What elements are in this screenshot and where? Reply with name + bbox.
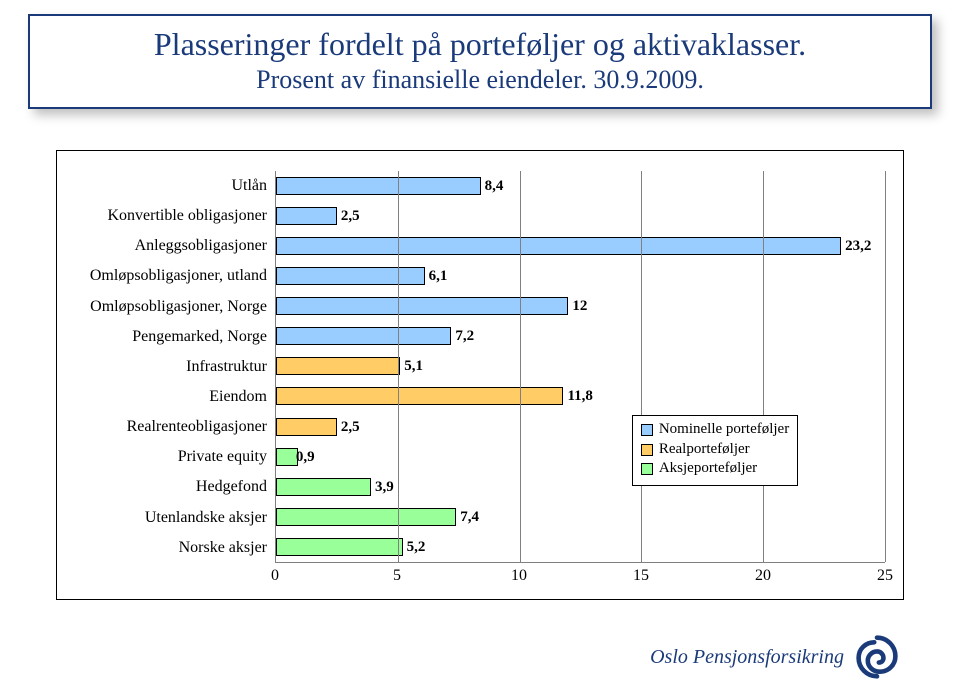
bar-value-label: 23,2	[845, 236, 871, 256]
bar-value-label: 11,8	[567, 386, 592, 406]
category-label: Utenlandske aksjer	[75, 510, 267, 526]
bar-row: 2,5	[276, 206, 885, 226]
category-label: Konvertible obligasjoner	[75, 208, 267, 224]
grid-line	[885, 171, 886, 562]
title-sub: Prosent av finansielle eiendeler. 30.9.2…	[42, 65, 918, 95]
title-box: Plasseringer fordelt på porteføljer og a…	[28, 14, 932, 109]
bar	[276, 237, 841, 255]
bar	[276, 177, 481, 195]
chart-frame: Utlån Konvertible obligasjoner Anleggsobli…	[56, 150, 904, 600]
x-tick-label: 25	[877, 567, 893, 585]
plot-wrap: 8,4 2,5 23,2 6,1 12 7,2 5,1 11,8 2,5 0,9 3,9 7,4 5,2…	[275, 171, 885, 585]
bar-row: 5,1	[276, 356, 885, 376]
bar	[276, 327, 451, 345]
category-label: Eiendom	[75, 389, 267, 405]
x-tick-label: 20	[755, 567, 771, 585]
x-tick-label: 10	[511, 567, 527, 585]
category-label: Infrastruktur	[75, 359, 267, 375]
category-label: Utlån	[75, 178, 267, 194]
category-label: Pengemarked, Norge	[75, 329, 267, 345]
bar-value-label: 7,2	[455, 326, 474, 346]
bar-value-label: 7,4	[460, 507, 479, 527]
legend-swatch	[641, 424, 653, 436]
category-label: Anleggsobligasjoner	[75, 238, 267, 254]
grid-line	[763, 171, 764, 562]
y-axis-labels: Utlån Konvertible obligasjoner Anleggsobli…	[75, 171, 275, 585]
bar-value-label: 5,1	[404, 356, 423, 376]
bar	[276, 508, 456, 526]
bar-row: 7,4	[276, 507, 885, 527]
bar	[276, 357, 400, 375]
x-axis-ticks: 0510152025	[275, 565, 885, 585]
x-tick-label: 0	[271, 567, 279, 585]
plot-area: 8,4 2,5 23,2 6,1 12 7,2 5,1 11,8 2,5 0,9 3,9 7,4 5,2	[275, 171, 885, 563]
category-label: Omløpsobligasjoner, Norge	[75, 299, 267, 315]
legend-label: Realporteføljer	[659, 440, 750, 460]
legend-label: Aksjeporteføljer	[659, 459, 757, 479]
chart-inner: Utlån Konvertible obligasjoner Anleggsobli…	[75, 171, 885, 585]
bar-row: 12	[276, 296, 885, 316]
bar	[276, 267, 425, 285]
legend-item: Nominelle porteføljer	[641, 420, 789, 440]
legend-item: Realporteføljer	[641, 440, 789, 460]
logo-swirl-icon	[854, 634, 900, 680]
bar-value-label: 12	[572, 296, 587, 316]
category-label: Norske aksjer	[75, 540, 267, 556]
bar-value-label: 0,9	[296, 447, 315, 467]
bar-value-label: 6,1	[429, 266, 448, 286]
bar-value-label: 5,2	[407, 537, 426, 557]
bar-row: 6,1	[276, 266, 885, 286]
bar	[276, 448, 298, 466]
category-label: Private equity	[75, 449, 267, 465]
legend-item: Aksjeporteføljer	[641, 459, 789, 479]
bar	[276, 297, 568, 315]
bar	[276, 538, 403, 556]
bar-value-label: 2,5	[341, 417, 360, 437]
grid-line	[520, 171, 521, 562]
grid-line	[398, 171, 399, 562]
bar-row: 23,2	[276, 236, 885, 256]
legend-swatch	[641, 463, 653, 475]
bar-row: 11,8	[276, 386, 885, 406]
bar	[276, 207, 337, 225]
bar-row: 5,2	[276, 537, 885, 557]
bar-row: 8,4	[276, 176, 885, 196]
logo-text: Oslo Pensjonsforsikring	[650, 646, 844, 669]
grid-line	[641, 171, 642, 562]
x-tick-label: 15	[633, 567, 649, 585]
bar	[276, 418, 337, 436]
bar	[276, 478, 371, 496]
bar-value-label: 3,9	[375, 477, 394, 497]
logo: Oslo Pensjonsforsikring	[650, 634, 900, 680]
legend-swatch	[641, 444, 653, 456]
legend: Nominelle porteføljerRealporteføljerAksj…	[632, 415, 798, 486]
bar-row: 7,2	[276, 326, 885, 346]
category-label: Realrenteobligasjoner	[75, 419, 267, 435]
category-label: Omløpsobligasjoner, utland	[75, 268, 267, 284]
bar-value-label: 2,5	[341, 206, 360, 226]
title-main: Plasseringer fordelt på porteføljer og a…	[42, 26, 918, 63]
bars-container: 8,4 2,5 23,2 6,1 12 7,2 5,1 11,8 2,5 0,9 3,9 7,4 5,2	[276, 171, 885, 562]
bar-value-label: 8,4	[485, 176, 504, 196]
legend-label: Nominelle porteføljer	[659, 420, 789, 440]
category-label: Hedgefond	[75, 479, 267, 495]
x-tick-label: 5	[393, 567, 401, 585]
